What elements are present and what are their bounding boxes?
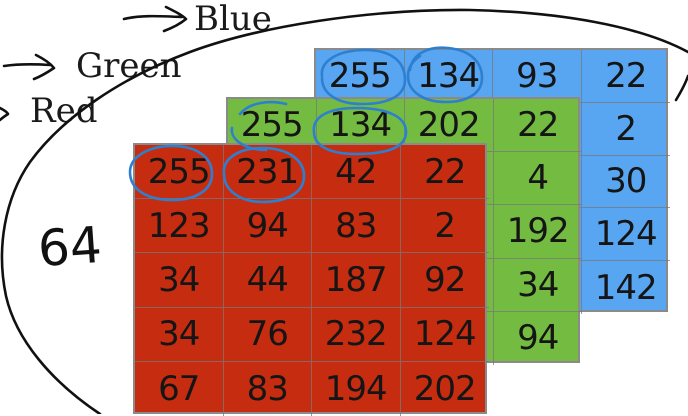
green-cell: 192	[493, 205, 582, 259]
green-label: Green	[76, 46, 182, 86]
blue-cell: 30	[581, 156, 670, 209]
blue-label: Blue	[194, 0, 272, 39]
blue-cell: 134	[404, 50, 493, 103]
handwritten-note: 64	[36, 215, 104, 279]
red-label: Red	[30, 91, 98, 131]
red-cell: 2	[400, 199, 489, 254]
blue-cell: 22	[581, 50, 670, 103]
blue-cell: 124	[581, 208, 670, 262]
red-cell: 76	[223, 307, 312, 362]
green-cell: 22	[493, 99, 582, 153]
red-cell: 123	[135, 199, 224, 254]
red-cell: 34	[135, 307, 224, 362]
red-cell: 67	[135, 361, 224, 416]
arrow-to-red-icon	[0, 106, 10, 122]
red-cell: 231	[223, 145, 312, 200]
blue-cell: 255	[316, 50, 405, 103]
red-cell: 42	[312, 145, 401, 200]
red-cell: 124	[400, 308, 489, 362]
red-channel-grid: 255 231 42 22 123 94 83 2 34 44 187 92 34 76 232 124 67 8…	[133, 143, 489, 416]
green-cell: 4	[493, 152, 582, 206]
green-cell: 34	[493, 259, 582, 312]
green-cell: 94	[517, 318, 559, 359]
red-cell: 255	[135, 145, 224, 200]
red-cell: 83	[224, 361, 312, 416]
arrow-to-blue-icon	[122, 5, 188, 33]
red-cell: 232	[312, 307, 401, 362]
red-cell: 194	[312, 361, 401, 416]
red-cell: 94	[223, 199, 312, 254]
red-cell: 202	[413, 368, 477, 409]
red-cell: 22	[400, 145, 489, 200]
blue-cell: 142	[594, 267, 658, 308]
red-cell: 187	[312, 253, 401, 308]
arrow-to-green-icon	[2, 53, 56, 81]
red-cell: 92	[400, 253, 489, 308]
red-cell: 44	[223, 253, 312, 308]
red-cell: 34	[135, 253, 224, 308]
red-cell: 83	[312, 199, 401, 254]
blue-cell: 93	[493, 50, 582, 103]
blue-cell: 2	[581, 103, 670, 156]
